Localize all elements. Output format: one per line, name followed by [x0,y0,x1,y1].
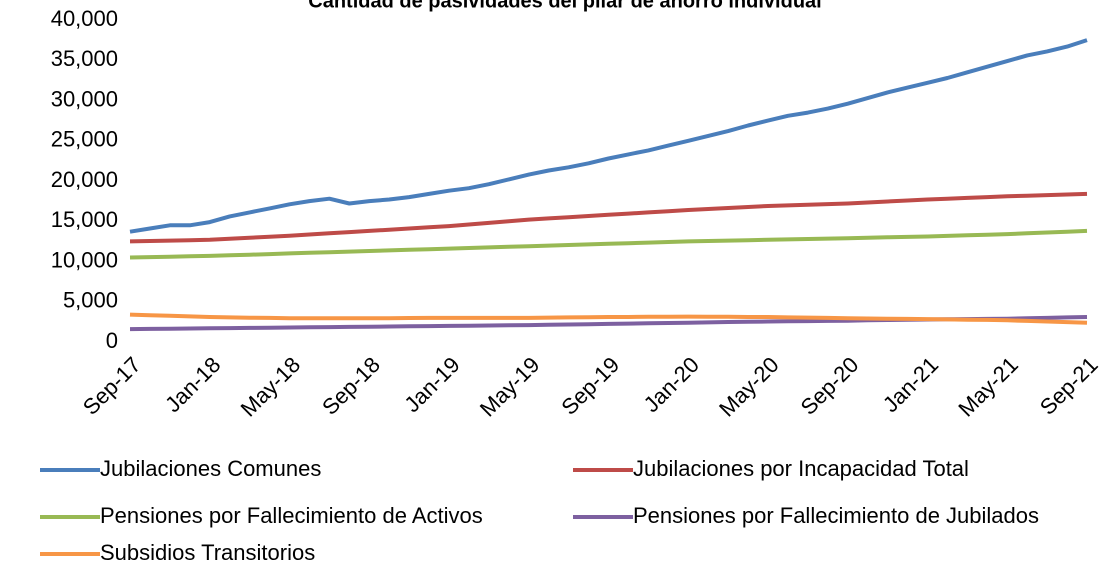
x-tick-label: May-20 [714,352,784,422]
series-line [129,312,1088,325]
x-tick-label: Jan-20 [639,352,704,417]
legend-label: Jubilaciones por Incapacidad Total [633,456,969,481]
y-tick-label: 20,000 [51,167,118,192]
chart-title: Cantidad de pasividades del pilar de aho… [308,0,821,12]
x-tick-label: Sep-19 [556,352,624,420]
y-tick-label: 5,000 [63,288,118,313]
x-tick-label: Sep-20 [796,352,864,420]
series-line [129,228,1088,260]
legend-label: Pensiones por Fallecimiento de Activos [100,503,483,528]
x-tick-label: Sep-18 [317,352,385,420]
y-tick-label: 0 [106,328,118,353]
legend-label: Subsidios Transitorios [100,540,315,565]
series-line [129,38,1088,234]
x-tick-label: Sep-17 [78,352,146,420]
legend-label: Pensiones por Fallecimiento de Jubilados [633,503,1039,528]
y-tick-label: 25,000 [51,127,118,152]
x-tick-label: May-19 [475,352,545,422]
x-tick-label: Jan-19 [399,352,464,417]
y-tick-label: 15,000 [51,207,118,232]
y-tick-label: 35,000 [51,46,118,71]
y-tick-label: 40,000 [51,6,118,31]
y-tick-label: 10,000 [51,247,118,272]
x-tick-label: Jan-18 [160,352,225,417]
x-tick-label: Jan-21 [878,352,943,417]
x-tick-label: May-18 [236,352,306,422]
legend-label: Jubilaciones Comunes [100,456,321,481]
x-tick-label: Sep-21 [1035,352,1103,420]
y-tick-label: 30,000 [51,86,118,111]
x-tick-label: May-21 [953,352,1023,422]
series-line [129,191,1088,244]
